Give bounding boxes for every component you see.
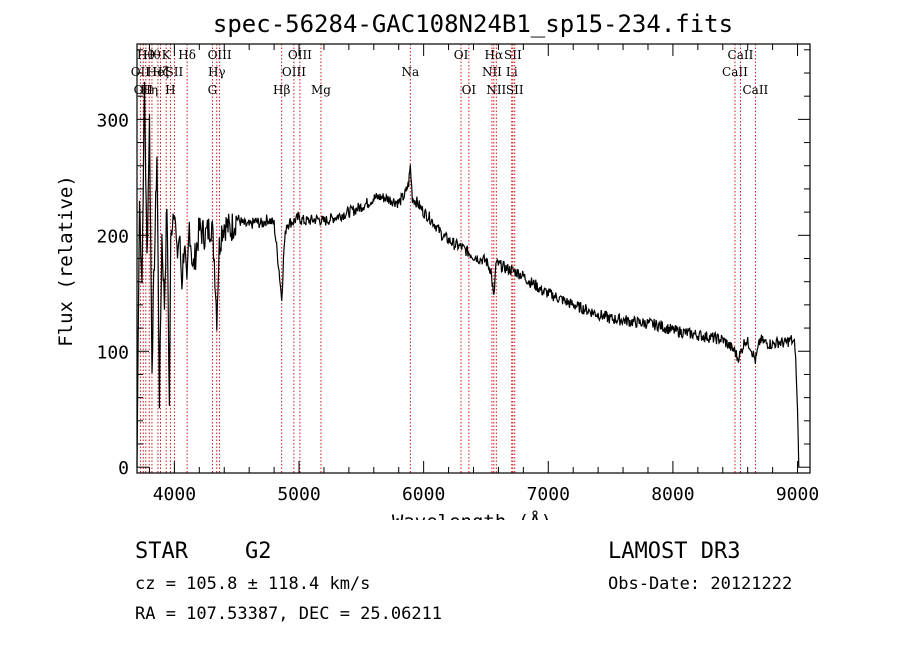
y-tick-label: 200 bbox=[96, 226, 129, 247]
marker-label: OI bbox=[462, 83, 477, 97]
marker-label: Hα bbox=[485, 48, 504, 62]
redshift-velocity: cz = 105.8 ± 118.4 km/s bbox=[135, 574, 371, 594]
marker-label: OIII bbox=[282, 65, 306, 79]
marker-label: SII bbox=[166, 65, 184, 79]
marker-label: SII bbox=[506, 83, 524, 97]
marker-label: K bbox=[162, 48, 172, 62]
chart-title: spec-56284-GAC108N24B1_sp15-234.fits bbox=[213, 10, 733, 38]
object-subclass: G2 bbox=[245, 539, 272, 564]
object-class: STAR bbox=[135, 539, 188, 564]
survey-name: LAMOST DR3 bbox=[608, 539, 741, 564]
marker-label: H bbox=[165, 83, 175, 97]
x-tick-label: 6000 bbox=[402, 484, 445, 505]
marker-label: Hη bbox=[140, 83, 158, 97]
marker-label: CaII bbox=[722, 65, 748, 79]
marker-label: OIII bbox=[288, 48, 312, 62]
x-axis: 4000 5000 6000 7000 8000 9000 bbox=[148, 44, 819, 505]
x-tick-label: 9000 bbox=[776, 484, 819, 505]
marker-label: NII bbox=[486, 83, 506, 97]
y-tick-label: 0 bbox=[118, 458, 129, 479]
marker-label: Hδ bbox=[178, 48, 196, 62]
plot-frame bbox=[136, 43, 811, 474]
marker-label: Hγ bbox=[208, 65, 226, 79]
marker-label: OIII bbox=[208, 48, 232, 62]
observation-date: Obs-Date: 20121222 bbox=[608, 574, 793, 594]
sky-coordinates: RA = 107.53387, DEC = 25.06211 bbox=[135, 604, 443, 624]
marker-label: Hθ bbox=[143, 48, 161, 62]
marker-label: Hθ bbox=[137, 48, 155, 62]
marker-label: Hβ bbox=[273, 83, 290, 97]
marker-label: CaII bbox=[728, 48, 754, 62]
y-tick-label: 100 bbox=[96, 342, 129, 363]
marker-label: Na bbox=[401, 65, 419, 79]
marker-label: CaII bbox=[742, 83, 768, 97]
marker-label: OII bbox=[131, 65, 151, 79]
marker-label: NII bbox=[482, 65, 502, 79]
x-tick-label: 5000 bbox=[277, 484, 320, 505]
marker-label: HeI bbox=[147, 65, 170, 79]
x-axis-label: Wavelength (Å) bbox=[392, 510, 552, 520]
spectrum-series-line bbox=[136, 81, 800, 468]
marker-label: Mg bbox=[311, 83, 331, 97]
y-tick-label: 300 bbox=[96, 110, 129, 131]
x-tick-label: 8000 bbox=[651, 484, 694, 505]
marker-label: Li bbox=[506, 65, 518, 79]
y-axis-label: Flux (relative) bbox=[55, 175, 77, 347]
marker-label: G bbox=[208, 83, 218, 97]
marker-label: SII bbox=[504, 48, 522, 62]
marker-label: OII bbox=[134, 83, 154, 97]
spectrum-chart: spec-56284-GAC108N24B1_sp15-234.fits OII… bbox=[55, 10, 819, 520]
marker-label: Hζ bbox=[152, 65, 169, 79]
x-tick-label: 4000 bbox=[153, 484, 196, 505]
y-axis: 0 100 200 300 bbox=[96, 49, 810, 479]
x-tick-label: 7000 bbox=[527, 484, 570, 505]
marker-label: OI bbox=[454, 48, 469, 62]
